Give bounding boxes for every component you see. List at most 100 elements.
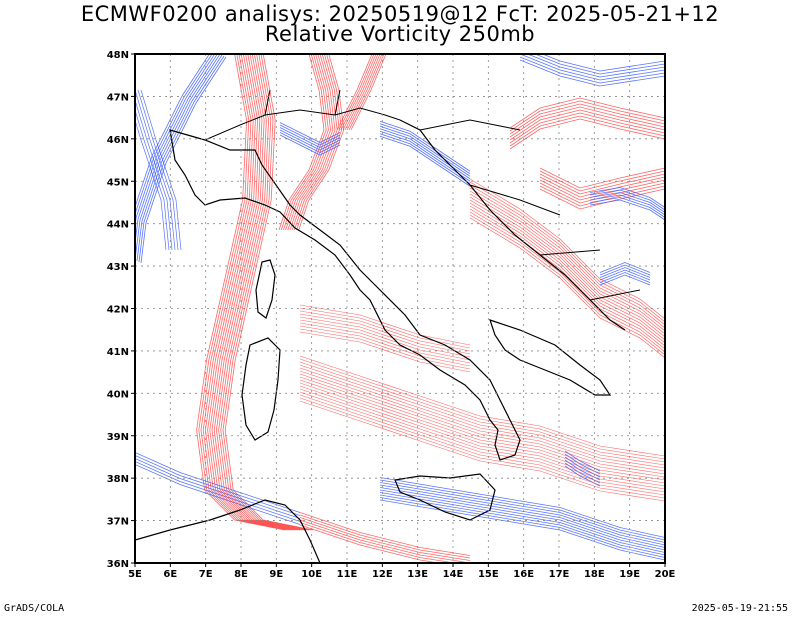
- lat-tick-label: 45N: [107, 177, 129, 188]
- vorticity-contour: [299, 307, 471, 349]
- vorticity-contour: [509, 118, 665, 150]
- vorticity-contour: [209, 54, 298, 531]
- vorticity-contour: [379, 479, 665, 541]
- lat-tick-label: 46N: [107, 135, 129, 146]
- vorticity-contour: [519, 59, 665, 87]
- vorticity-contour: [299, 373, 665, 475]
- plot-area: [135, 54, 665, 563]
- lon-tick-label: 7E: [199, 569, 213, 580]
- lon-tick-label: 6E: [163, 569, 177, 580]
- coastline-balkans: [399, 119, 626, 331]
- vorticity-contour: [379, 128, 471, 180]
- lon-tick-label: 18E: [584, 569, 605, 580]
- vorticity-contour: [299, 397, 665, 499]
- vorticity-contour: [279, 134, 341, 156]
- vorticity-contour: [346, 54, 383, 131]
- coastline-sicily: [394, 473, 496, 521]
- vorticity-contour: [299, 512, 471, 556]
- lon-tick-label: 11E: [337, 569, 358, 580]
- vorticity-contour: [348, 54, 385, 131]
- vorticity-contour: [299, 316, 471, 358]
- vorticity-contour: [138, 55, 225, 263]
- vorticity-contour: [135, 98, 173, 251]
- vorticity-contour: [135, 54, 221, 261]
- vorticity-contour: [539, 167, 665, 189]
- lat-lon-grid: [135, 54, 665, 563]
- vorticity-contour: [299, 376, 665, 478]
- vorticity-contour: [589, 189, 665, 211]
- vorticity-contour: [215, 54, 305, 531]
- vorticity-contour: [469, 178, 665, 320]
- vorticity-contour: [469, 193, 665, 335]
- vorticity-contour: [299, 310, 471, 352]
- map-title: ECMWF0200 analisys: 20250519@12 FcT: 202…: [80, 2, 720, 26]
- vorticity-contour: [140, 56, 227, 264]
- vorticity-contour: [135, 89, 176, 251]
- vorticity-contour: [344, 54, 381, 131]
- lat-tick-label: 44N: [107, 220, 129, 231]
- vorticity-contour: [599, 274, 651, 286]
- vorticity-contour: [342, 54, 379, 131]
- lon-tick-label: 17E: [549, 569, 570, 580]
- vorticity-contour: [469, 181, 665, 323]
- vorticity-contour: [379, 125, 471, 177]
- country-borders: [204, 89, 641, 301]
- map-subtitle: Relative Vorticity 250mb: [264, 22, 536, 46]
- vorticity-contours: [135, 54, 665, 563]
- vorticity-contour: [299, 391, 665, 493]
- vorticity-contour: [299, 522, 457, 563]
- vorticity-contour: [294, 54, 340, 231]
- coastline: [135, 89, 641, 563]
- vorticity-contour: [379, 477, 665, 538]
- software-credit: GrADS/COLA: [4, 603, 65, 614]
- vorticity-contour: [299, 388, 665, 490]
- lat-tick-label: 47N: [107, 92, 129, 103]
- vorticity-contour: [519, 56, 665, 84]
- vorticity-contour: [289, 54, 336, 231]
- lon-tick-label: 14E: [443, 569, 464, 580]
- vorticity-contour: [224, 54, 314, 531]
- vorticity-contour: [509, 100, 665, 132]
- vorticity-contour: [379, 484, 665, 546]
- vorticity-contour: [279, 127, 341, 148]
- vorticity-contour: [285, 54, 332, 231]
- vorticity-contour: [379, 492, 665, 553]
- vorticity-contour: [469, 205, 665, 347]
- vorticity-contour: [340, 54, 377, 131]
- vorticity-contour: [299, 361, 665, 463]
- vorticity-contour: [299, 325, 471, 367]
- lat-tick-label: 42N: [107, 305, 129, 316]
- lon-tick-label: 9E: [269, 569, 283, 580]
- coastline-italy: [169, 129, 521, 461]
- coastline-corsica: [255, 259, 276, 319]
- vorticity-contour: [509, 115, 665, 147]
- vorticity-contour: [379, 482, 665, 543]
- vorticity-contour: [135, 54, 218, 247]
- timestamp: 2025-05-19-21:55: [691, 603, 788, 614]
- vorticity-contour: [533, 54, 665, 75]
- coastline-north-africa: [135, 499, 321, 563]
- vorticity-contour: [200, 54, 290, 531]
- vorticity-contour: [135, 54, 213, 216]
- lat-tick-label: 43N: [107, 262, 129, 273]
- lon-tick-label: 16E: [513, 569, 534, 580]
- vorticity-contour: [196, 54, 285, 531]
- vorticity-contour: [379, 494, 665, 556]
- vorticity-contour: [135, 452, 301, 513]
- vorticity-contour: [509, 109, 665, 141]
- vorticity-contour: [338, 54, 375, 131]
- vorticity-contour: [299, 358, 665, 460]
- vorticity-contour: [599, 264, 651, 276]
- vorticity-contour: [299, 370, 665, 472]
- vorticity-contour: [207, 54, 296, 531]
- vorticity-contour: [299, 355, 665, 457]
- lon-tick-label: 15E: [478, 569, 499, 580]
- vorticity-contour: [279, 129, 341, 151]
- lon-tick-label: 12E: [372, 569, 393, 580]
- vorticity-contour: [379, 497, 665, 558]
- vorticity-contour: [299, 319, 471, 361]
- lat-tick-label: 48N: [107, 50, 129, 61]
- vorticity-contour: [135, 108, 170, 251]
- vorticity-contour: [299, 364, 665, 466]
- vorticity-contour: [589, 187, 665, 208]
